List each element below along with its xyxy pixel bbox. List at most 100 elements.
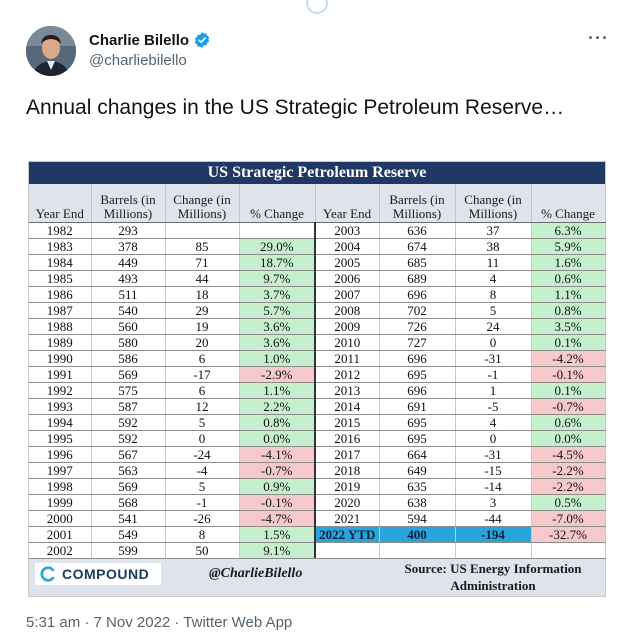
table-cell: 695 <box>379 430 456 447</box>
table-cell: -4 <box>165 462 240 479</box>
table-cell: 1982 <box>29 222 92 239</box>
table-row: 1993 587 12 2.2% 2014 691 -5 -0.7% <box>29 398 606 415</box>
table-row: 1987 540 29 5.7% 2008 702 5 0.8% <box>29 302 606 319</box>
table-cell: 2010 <box>315 334 380 351</box>
compound-logo-text: COMPOUND <box>62 566 150 582</box>
table-cell: 1985 <box>29 270 92 287</box>
table-cell: 3 <box>455 494 532 511</box>
column-header: Barrels (in Millions) <box>91 184 166 223</box>
table-cell: 2016 <box>315 430 380 447</box>
tweet-timestamp[interactable]: 5:31 am · 7 Nov 2022 · Twitter Web App <box>26 614 293 631</box>
table-cell <box>315 542 380 559</box>
table-row: 1996 567 -24 -4.1% 2017 664 -31 -4.5% <box>29 446 606 463</box>
table-cell: 24 <box>455 318 532 335</box>
table-cell: 696 <box>379 350 456 367</box>
table-cell: 2002 <box>29 542 92 559</box>
table-cell: 12 <box>165 398 240 415</box>
table-cell: -31 <box>455 350 532 367</box>
table-cell: 580 <box>91 334 166 351</box>
footer-handle: @CharlieBilello <box>209 566 303 581</box>
table-cell: 18 <box>165 286 240 303</box>
author-handle[interactable]: @charliebilello <box>89 52 187 69</box>
table-title: US Strategic Petroleum Reserve <box>29 162 605 184</box>
table-cell: 400 <box>379 526 456 543</box>
table-cell <box>455 542 532 559</box>
table-cell: 586 <box>91 350 166 367</box>
table-cell: 599 <box>91 542 166 559</box>
table-cell: 8 <box>455 286 532 303</box>
table-cell: 3.6% <box>239 334 316 351</box>
column-header: % Change <box>531 184 606 223</box>
table-cell: 0.5% <box>531 494 606 511</box>
table-row: 1982 293 2003 636 37 6.3% <box>29 222 606 239</box>
column-header: % Change <box>239 184 316 223</box>
table-cell: 0.8% <box>531 302 606 319</box>
table-cell: -15 <box>455 462 532 479</box>
table-cell: 685 <box>379 254 456 271</box>
table-cell: 4 <box>455 414 532 431</box>
table-cell: 636 <box>379 222 456 239</box>
table-cell: 2020 <box>315 494 380 511</box>
table-cell: 0.1% <box>531 382 606 399</box>
table-cell: 6 <box>165 350 240 367</box>
table-body: 1982 293 2003 636 37 6.3% 1983 378 85 29.0% 2004 67… <box>29 222 606 559</box>
table-cell: -4.1% <box>239 446 316 463</box>
table-row: 2000 541 -26 -4.7% 2021 594 -44 -7.0% <box>29 510 606 527</box>
table-cell: 1992 <box>29 382 92 399</box>
tweet-text: Annual changes in the US Strategic Petro… <box>26 96 565 119</box>
table-cell: 1993 <box>29 398 92 415</box>
table-row: 1997 563 -4 -0.7% 2018 649 -15 -2.2% <box>29 462 606 479</box>
table-cell: 0.8% <box>239 414 316 431</box>
table-cell: 18.7% <box>239 254 316 271</box>
table-cell: 1996 <box>29 446 92 463</box>
table-cell: 2013 <box>315 382 380 399</box>
table-cell: 38 <box>455 238 532 255</box>
tweet-image[interactable]: US Strategic Petroleum Reserve Year End … <box>28 161 606 597</box>
column-header: Barrels (in Millions) <box>379 184 456 223</box>
table-cell: 29 <box>165 302 240 319</box>
table-cell: 378 <box>91 238 166 255</box>
table-cell: 0 <box>165 430 240 447</box>
table-cell: 696 <box>379 382 456 399</box>
table-row: 1994 592 5 0.8% 2015 695 4 0.6% <box>29 414 606 431</box>
table-cell: 1986 <box>29 286 92 303</box>
table-cell: 726 <box>379 318 456 335</box>
table-cell: -0.1% <box>239 494 316 511</box>
table-cell: 1998 <box>29 478 92 495</box>
spr-table: Year End Barrels (in Millions) Change (i… <box>29 184 606 559</box>
table-cell: 9.7% <box>239 270 316 287</box>
avatar[interactable] <box>26 26 76 76</box>
table-cell: 568 <box>91 494 166 511</box>
table-cell: -4.7% <box>239 510 316 527</box>
table-cell: 2001 <box>29 526 92 543</box>
table-cell: -2.9% <box>239 366 316 383</box>
table-cell: -32.7% <box>531 526 606 543</box>
table-cell <box>165 222 240 239</box>
table-cell: 563 <box>91 462 166 479</box>
table-cell: 2022 YTD <box>315 526 380 543</box>
table-cell: 569 <box>91 478 166 495</box>
table-cell: 560 <box>91 318 166 335</box>
table-cell: -4.2% <box>531 350 606 367</box>
table-row: 1990 586 6 1.0% 2011 696 -31 -4.2% <box>29 350 606 367</box>
table-row: 1983 378 85 29.0% 2004 674 38 5.9% <box>29 238 606 255</box>
table-cell: -17 <box>165 366 240 383</box>
table-cell: 449 <box>91 254 166 271</box>
table-cell: 511 <box>91 286 166 303</box>
more-horizontal-icon[interactable]: ··· <box>588 28 609 48</box>
table-cell: 592 <box>91 414 166 431</box>
table-cell: -44 <box>455 510 532 527</box>
table-cell: -31 <box>455 446 532 463</box>
column-header: Change (in Millions) <box>455 184 532 223</box>
table-cell: 1.0% <box>239 350 316 367</box>
author-name[interactable]: Charlie Bilello <box>89 31 190 49</box>
table-cell: 0.6% <box>531 414 606 431</box>
source-line: Administration <box>450 578 536 593</box>
table-cell: 1.1% <box>531 286 606 303</box>
table-cell: 2000 <box>29 510 92 527</box>
table-cell: 569 <box>91 366 166 383</box>
table-cell: -24 <box>165 446 240 463</box>
table-cell: 8 <box>165 526 240 543</box>
table-cell <box>379 542 456 559</box>
table-row: 1998 569 5 0.9% 2019 635 -14 -2.2% <box>29 478 606 495</box>
